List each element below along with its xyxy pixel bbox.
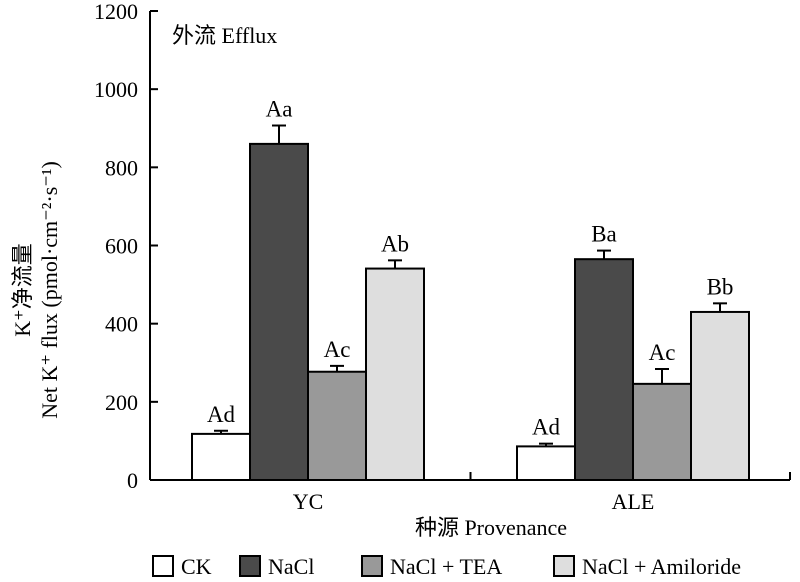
legend-swatch (553, 555, 575, 577)
bar-ale-2 (632, 382, 692, 482)
y-tick-label: 1200 (94, 0, 138, 24)
significance-label: Bb (707, 274, 734, 299)
legend: CK NaCl NaCl + TEA NaCl + Amiloride (152, 554, 741, 579)
significance-label: Ad (207, 402, 236, 427)
legend-label: NaCl + TEA (390, 554, 502, 579)
bar-ale-1 (574, 258, 634, 481)
legend-swatch (239, 555, 261, 577)
x-tick-label: YC (293, 489, 324, 514)
bar-ale-0 (516, 445, 576, 482)
bar-yc-3 (365, 267, 425, 481)
significance-label: Ab (381, 231, 409, 256)
y-axis-title-line1: K⁺净流量 (10, 243, 35, 337)
bar-ale-3 (690, 310, 750, 482)
y-tick-label: 200 (105, 390, 138, 415)
axes: 0 200 400 600 800 1000 1200 YC ALE (94, 0, 791, 514)
x-tick-label: ALE (612, 489, 655, 514)
plot-area: Ad Aa Ac Ab Ad Ba Ac Bb (191, 97, 750, 482)
x-axis-title: 种源 Provenance (415, 515, 567, 540)
significance-label: Aa (266, 97, 293, 122)
y-axis-title: K⁺净流量 Net K⁺ flux (pmol·cm⁻²·s⁻¹) (10, 161, 62, 419)
bar-yc-1 (249, 142, 309, 481)
bar-yc-0 (191, 432, 251, 481)
significance-label: Ac (649, 340, 676, 365)
y-tick-label: 800 (105, 155, 138, 180)
efflux-annotation: 外流 Efflux (172, 23, 277, 48)
y-tick-label: 600 (105, 234, 138, 259)
legend-label: NaCl (268, 554, 314, 579)
y-tick-label: 0 (127, 468, 138, 493)
legend-label: CK (181, 554, 212, 579)
significance-label: Ac (324, 337, 351, 362)
legend-swatch (361, 555, 383, 577)
y-tick-label: 1000 (94, 77, 138, 102)
bar-yc-2 (307, 370, 367, 481)
significance-label: Ba (591, 222, 617, 247)
significance-label: Ad (532, 415, 561, 440)
legend-swatch (152, 555, 174, 577)
y-tick-label: 400 (105, 312, 138, 337)
y-axis-title-line2: Net K⁺ flux (pmol·cm⁻²·s⁻¹) (37, 161, 62, 419)
legend-label: NaCl + Amiloride (582, 554, 741, 579)
